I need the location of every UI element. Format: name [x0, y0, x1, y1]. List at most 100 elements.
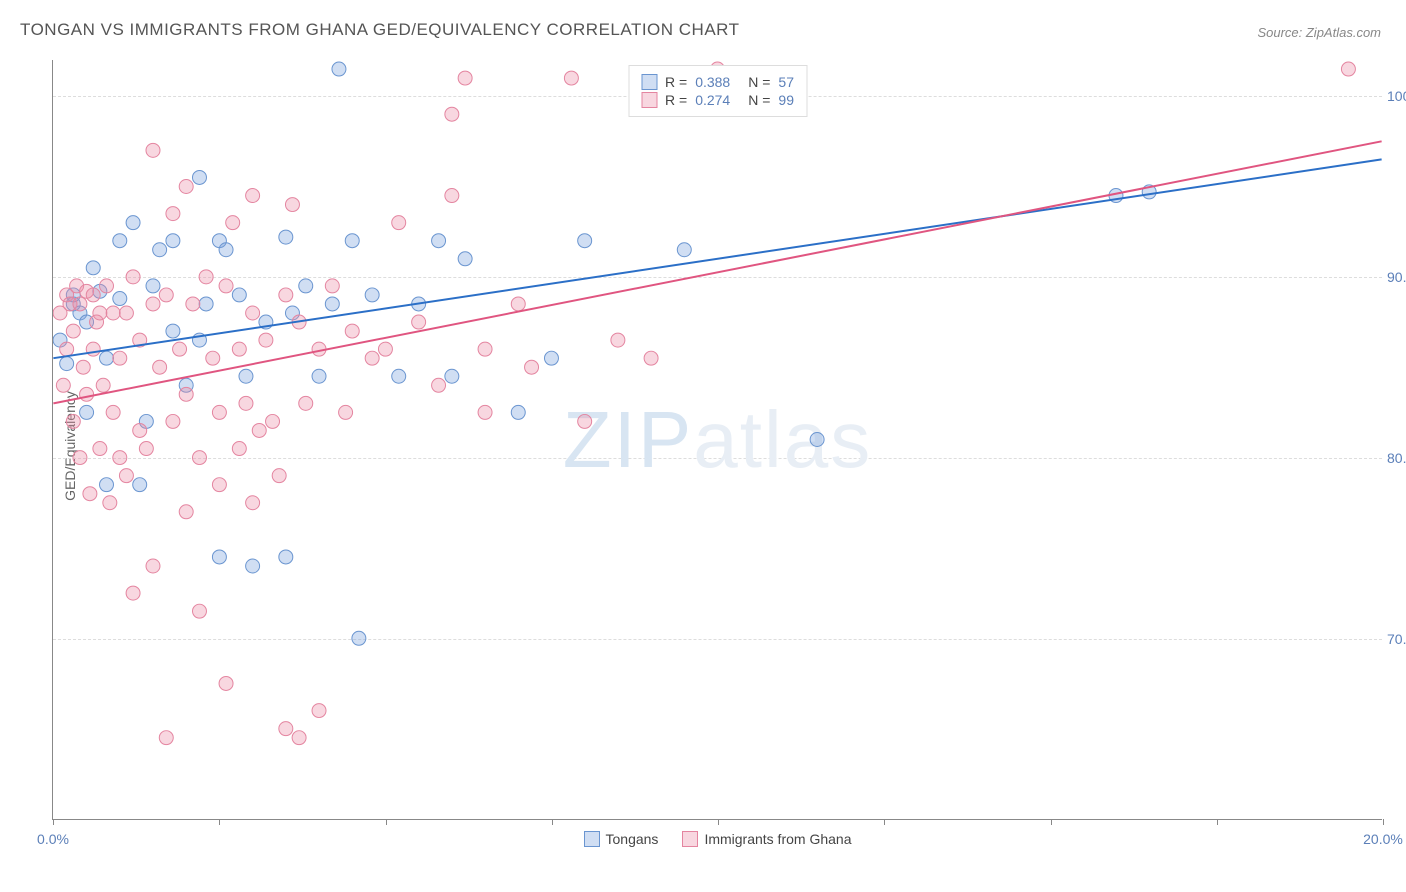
- x-tick-label: 0.0%: [37, 831, 69, 847]
- data-point: [66, 324, 80, 338]
- n-value-tongans: 57: [778, 74, 794, 90]
- data-point: [677, 243, 691, 257]
- data-point: [86, 261, 100, 275]
- data-point: [106, 306, 120, 320]
- data-point: [365, 288, 379, 302]
- data-point: [192, 604, 206, 618]
- data-point: [232, 342, 246, 356]
- data-point: [232, 442, 246, 456]
- data-point: [86, 342, 100, 356]
- data-point: [392, 216, 406, 230]
- swatch-ghana: [641, 92, 657, 108]
- data-point: [100, 478, 114, 492]
- swatch-tongans: [641, 74, 657, 90]
- data-point: [56, 378, 70, 392]
- data-point: [96, 378, 110, 392]
- data-point: [212, 405, 226, 419]
- r-label: R =: [665, 92, 687, 108]
- data-point: [219, 279, 233, 293]
- data-point: [133, 423, 147, 437]
- data-point: [113, 451, 127, 465]
- data-point: [432, 378, 446, 392]
- data-point: [239, 369, 253, 383]
- data-point: [80, 405, 94, 419]
- data-point: [139, 442, 153, 456]
- data-point: [166, 324, 180, 338]
- data-point: [252, 423, 266, 437]
- r-value-tongans: 0.388: [695, 74, 730, 90]
- data-point: [611, 333, 625, 347]
- data-point: [219, 243, 233, 257]
- data-point: [113, 292, 127, 306]
- data-point: [312, 369, 326, 383]
- scatter-svg: [53, 60, 1382, 819]
- data-point: [166, 414, 180, 428]
- data-point: [93, 306, 107, 320]
- y-tick-label: 90.0%: [1387, 269, 1406, 285]
- data-point: [146, 279, 160, 293]
- data-point: [239, 396, 253, 410]
- data-point: [511, 297, 525, 311]
- data-point: [445, 369, 459, 383]
- data-point: [279, 230, 293, 244]
- data-point: [179, 180, 193, 194]
- n-value-ghana: 99: [778, 92, 794, 108]
- data-point: [199, 270, 213, 284]
- data-point: [126, 270, 140, 284]
- plot-area: ZIPatlas R = 0.388 N = 57 R = 0.274 N = …: [52, 60, 1382, 820]
- x-tick: [219, 819, 220, 825]
- data-point: [292, 731, 306, 745]
- data-point: [146, 143, 160, 157]
- data-point: [126, 216, 140, 230]
- data-point: [146, 559, 160, 573]
- data-point: [199, 297, 213, 311]
- legend-row-tongans: R = 0.388 N = 57: [641, 74, 794, 90]
- data-point: [246, 189, 260, 203]
- x-tick: [552, 819, 553, 825]
- data-point: [810, 433, 824, 447]
- n-label: N =: [748, 92, 770, 108]
- data-point: [352, 631, 366, 645]
- data-point: [66, 414, 80, 428]
- data-point: [153, 243, 167, 257]
- data-point: [179, 387, 193, 401]
- x-tick: [884, 819, 885, 825]
- data-point: [478, 405, 492, 419]
- swatch-tongans: [584, 831, 600, 847]
- data-point: [83, 487, 97, 501]
- data-point: [279, 550, 293, 564]
- data-point: [119, 306, 133, 320]
- trend-line: [53, 141, 1381, 403]
- legend-label-ghana: Immigrants from Ghana: [704, 831, 851, 847]
- data-point: [76, 360, 90, 374]
- data-point: [544, 351, 558, 365]
- x-tick: [1383, 819, 1384, 825]
- data-point: [259, 333, 273, 347]
- data-point: [153, 360, 167, 374]
- swatch-ghana: [682, 831, 698, 847]
- data-point: [100, 351, 114, 365]
- data-point: [266, 414, 280, 428]
- x-tick: [53, 819, 54, 825]
- data-point: [212, 550, 226, 564]
- data-point: [345, 234, 359, 248]
- data-point: [445, 189, 459, 203]
- data-point: [511, 405, 525, 419]
- y-tick-label: 70.0%: [1387, 631, 1406, 647]
- data-point: [458, 252, 472, 266]
- data-point: [412, 315, 426, 329]
- data-point: [564, 71, 578, 85]
- data-point: [299, 279, 313, 293]
- correlation-legend: R = 0.388 N = 57 R = 0.274 N = 99: [628, 65, 807, 117]
- x-tick: [386, 819, 387, 825]
- data-point: [246, 559, 260, 573]
- data-point: [445, 107, 459, 121]
- data-point: [159, 731, 173, 745]
- data-point: [339, 405, 353, 419]
- x-tick: [718, 819, 719, 825]
- data-point: [345, 324, 359, 338]
- series-legend: Tongans Immigrants from Ghana: [584, 831, 852, 847]
- data-point: [103, 496, 117, 510]
- data-point: [246, 306, 260, 320]
- data-point: [525, 360, 539, 374]
